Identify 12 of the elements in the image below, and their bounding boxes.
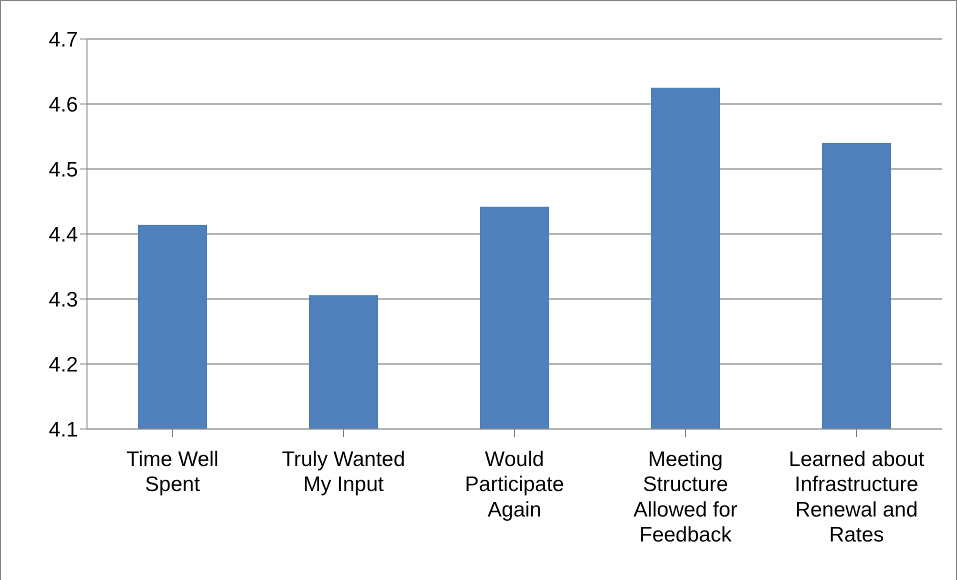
y-tick-label: 4.2 <box>48 353 78 376</box>
x-tick-label: Truly Wanted My Input <box>282 448 406 496</box>
x-tick-label: Would Participate Again <box>464 448 564 522</box>
x-tick-label: Meeting Structure Allowed for Feedback <box>634 448 738 546</box>
y-tick-label: 4.3 <box>48 288 78 312</box>
x-tick-label: Learned about Infrastructure Renewal and Rates <box>788 448 924 546</box>
x-tick-label: Time Well Spent <box>126 448 219 496</box>
y-tick-label: 4.5 <box>48 158 78 182</box>
y-tick-label: 4.7 <box>48 28 78 52</box>
y-tick-label: 4.4 <box>48 223 78 246</box>
y-tick-label: 4.1 <box>48 418 78 442</box>
y-tick-label: 4.6 <box>48 93 78 116</box>
